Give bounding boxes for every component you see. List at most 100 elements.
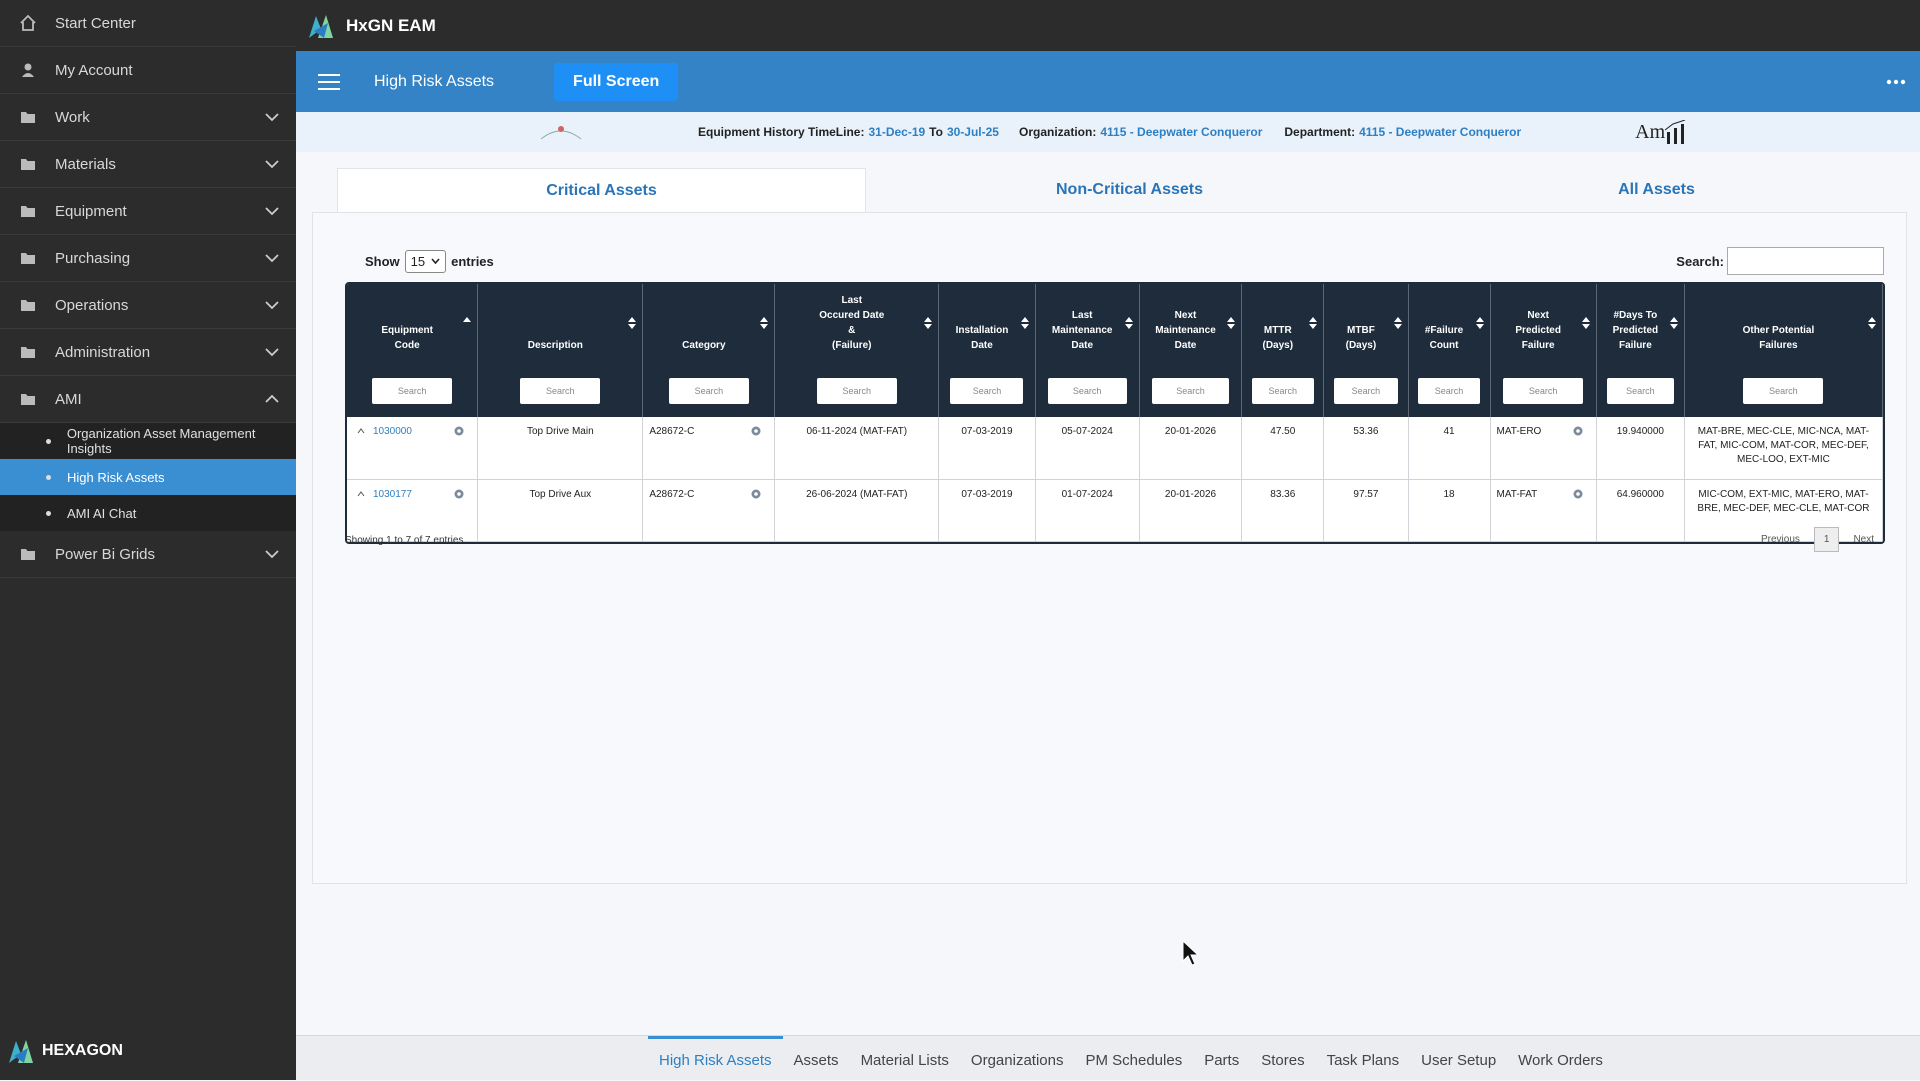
column-search[interactable]: Search: [1503, 378, 1583, 404]
page-button[interactable]: 1: [1814, 527, 1840, 552]
sidebar-item[interactable]: Administration: [0, 329, 296, 376]
column-header[interactable]: Other PotentialFailures: [1684, 284, 1882, 365]
expand-icon[interactable]: [357, 428, 365, 434]
entries-label: entries: [451, 254, 494, 269]
sort-down: [760, 324, 768, 329]
gear-icon[interactable]: [1572, 488, 1584, 500]
column-header[interactable]: #FailureCount: [1408, 284, 1490, 365]
expand-icon[interactable]: [357, 491, 365, 497]
table-cell: 64.960000: [1596, 479, 1684, 541]
full-screen-button[interactable]: Full Screen: [554, 63, 678, 101]
column-header[interactable]: LastMaintenanceDate: [1035, 284, 1139, 365]
header-line: Date: [943, 338, 1021, 353]
cell-text: 47.50: [1270, 426, 1295, 437]
sidebar-label: Work: [55, 109, 90, 126]
search-cell: Search: [1490, 365, 1596, 417]
sidebar-item[interactable]: Purchasing: [0, 235, 296, 282]
department-label: Department:: [1284, 125, 1355, 139]
sidebar-item[interactable]: My Account: [0, 47, 296, 94]
header-line: Next: [1495, 308, 1582, 323]
bottom-tab[interactable]: Task Plans: [1316, 1036, 1411, 1081]
entries-select[interactable]: 15: [405, 250, 446, 273]
sidebar-item[interactable]: Equipment: [0, 188, 296, 235]
brand-logo: [306, 11, 336, 41]
search-input[interactable]: [1727, 247, 1884, 275]
tab[interactable]: Non-Critical Assets: [866, 168, 1393, 212]
sidebar-subitem[interactable]: AMI AI Chat: [0, 495, 296, 531]
sidebar-item[interactable]: AMI: [0, 376, 296, 423]
column-header[interactable]: Category: [643, 284, 775, 365]
gear-icon[interactable]: [750, 425, 762, 437]
more-menu[interactable]: [1886, 79, 1906, 85]
timeline-to: 30-Jul-25: [947, 125, 999, 139]
gear-icon[interactable]: [1572, 425, 1584, 437]
search-cell: Search: [347, 365, 478, 417]
sidebar-item[interactable]: Power Bi Grids: [0, 531, 296, 578]
column-search[interactable]: Search: [817, 378, 897, 404]
tab[interactable]: Critical Assets: [337, 168, 866, 212]
bottom-tab[interactable]: Organizations: [960, 1036, 1075, 1081]
cell-text: A28672-C: [649, 489, 694, 500]
table-cell: 06-11-2024 (MAT-FAT): [775, 417, 939, 479]
bottom-tab[interactable]: User Setup: [1410, 1036, 1507, 1081]
gear-icon[interactable]: [453, 488, 465, 500]
previous-button[interactable]: Previous: [1761, 534, 1800, 545]
sidebar-item[interactable]: Operations: [0, 282, 296, 329]
sort-up: [1309, 317, 1317, 322]
tab[interactable]: All Assets: [1393, 168, 1920, 212]
menu-button[interactable]: [318, 73, 340, 91]
column-search[interactable]: Search: [520, 378, 600, 404]
column-header[interactable]: LastOccured Date&(Failure): [775, 284, 939, 365]
column-header[interactable]: EquipmentCode: [347, 284, 478, 365]
sort-icon: [1021, 317, 1029, 331]
column-search[interactable]: Search: [372, 378, 452, 404]
sidebar: Start CenterMy Account Work Materials Equip…: [0, 0, 296, 1080]
column-header[interactable]: NextPredictedFailure: [1490, 284, 1596, 365]
gear-icon[interactable]: [750, 488, 762, 500]
cell-text: 18: [1443, 489, 1454, 500]
sidebar-label: AMI: [55, 391, 82, 408]
column-header[interactable]: #Days ToPredictedFailure: [1596, 284, 1684, 365]
sidebar-subitem[interactable]: High Risk Assets: [0, 459, 296, 495]
sidebar-label: Materials: [55, 156, 116, 173]
sort-down: [1394, 324, 1402, 329]
sidebar-item[interactable]: Work: [0, 94, 296, 141]
sidebar-bullet: [46, 475, 51, 480]
bottom-tab[interactable]: Assets: [783, 1036, 850, 1081]
column-search[interactable]: Search: [669, 378, 749, 404]
bottom-tab[interactable]: High Risk Assets: [648, 1036, 783, 1081]
equipment-link[interactable]: 1030177: [373, 489, 412, 500]
column-search[interactable]: Search: [950, 378, 1023, 404]
column-search[interactable]: Search: [1334, 378, 1397, 404]
column-search[interactable]: Search: [1418, 378, 1480, 404]
bottom-tab[interactable]: Work Orders: [1507, 1036, 1614, 1081]
table-cell: MAT-FAT: [1490, 479, 1596, 541]
sidebar-item[interactable]: Start Center: [0, 0, 296, 47]
bottom-tab[interactable]: PM Schedules: [1074, 1036, 1193, 1081]
column-search[interactable]: Search: [1252, 378, 1314, 404]
equipment-link[interactable]: 1030000: [373, 426, 412, 437]
footer-brand: HEXAGON: [42, 1042, 123, 1060]
column-header[interactable]: Description: [478, 284, 643, 365]
header-line: Code: [351, 338, 463, 353]
sidebar-subitem[interactable]: Organization Asset Management Insights: [0, 423, 296, 459]
column-header[interactable]: InstallationDate: [939, 284, 1036, 365]
sort-down: [1476, 324, 1484, 329]
column-search[interactable]: Search: [1607, 378, 1673, 404]
column-search[interactable]: Search: [1743, 378, 1823, 404]
column-header[interactable]: MTBF(Days): [1324, 284, 1408, 365]
bottom-tab[interactable]: Material Lists: [850, 1036, 960, 1081]
sidebar-item[interactable]: Materials: [0, 141, 296, 188]
next-button[interactable]: Next: [1853, 534, 1874, 545]
column-header[interactable]: MTTR(Days): [1242, 284, 1324, 365]
hexagon-logo: [6, 1036, 36, 1066]
bottom-tab[interactable]: Parts: [1193, 1036, 1250, 1081]
column-header[interactable]: NextMaintenanceDate: [1139, 284, 1242, 365]
column-search[interactable]: Search: [1152, 378, 1230, 404]
gear-icon[interactable]: [453, 425, 465, 437]
search-cell: Search: [643, 365, 775, 417]
header-line: Occured Date: [779, 308, 924, 323]
column-search[interactable]: Search: [1048, 378, 1127, 404]
bottom-tab[interactable]: Stores: [1250, 1036, 1315, 1081]
